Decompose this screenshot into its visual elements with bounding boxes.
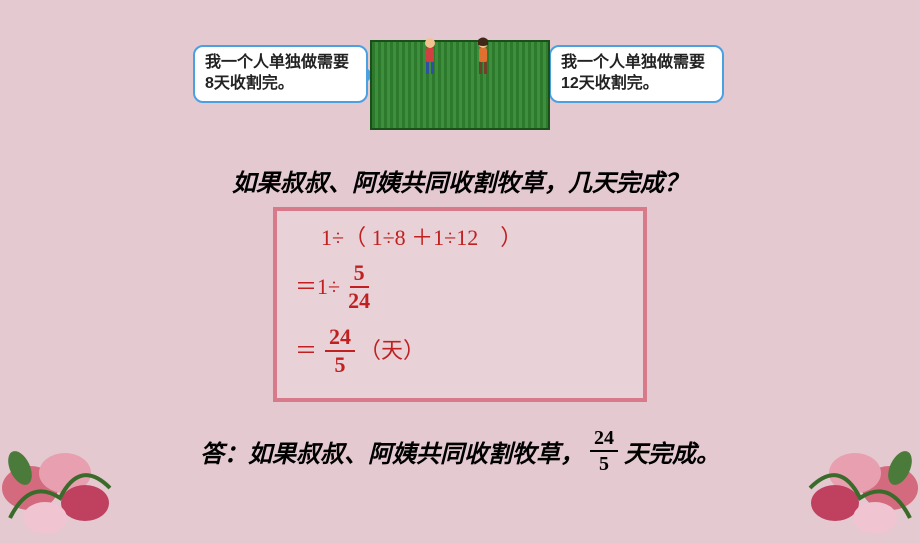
answer-fraction: 24 5 [590,428,618,474]
grass-field [370,40,550,130]
uncle-figure [421,37,439,77]
question-text: 如果叔叔、阿姨共同收割牧草，几天完成？ [0,163,920,198]
flower-decoration-left [0,418,130,538]
aunt-figure [474,37,492,77]
fraction-5-24: 5 24 [344,262,374,312]
calculation-box: 1÷（ 1÷8 ＋1÷12 ） ＝1÷ 5 24 ＝ 24 5 （天） [273,207,647,402]
answer-suffix: 天完成。 [624,434,720,469]
fraction-24-5: 24 5 [325,326,355,376]
frac-numerator: 24 [325,326,355,352]
calc-line-3: ＝ 24 5 （天） [295,321,625,381]
calc-line-1: 1÷（ 1÷8 ＋1÷12 ） [295,223,625,253]
answer-text: 答：如果叔叔、阿姨共同收割牧草， 24 5 天完成。 [0,428,920,474]
frac-denominator: 24 [344,288,374,312]
answer-prefix: 答：如果叔叔、阿姨共同收割牧草， [200,434,584,469]
frac-denominator: 5 [595,452,613,474]
equals-sign: ＝ [295,338,321,364]
frac-numerator: 24 [590,428,618,452]
calc-line-2: ＝1÷ 5 24 [295,257,625,317]
calc-line2-prefix: ＝1÷ [295,274,340,300]
illustration [255,24,665,146]
frac-numerator: 5 [350,262,369,288]
calc-expr-1: 1÷（ 1÷8 ＋1÷12 ） [321,225,522,251]
flower-decoration-right [790,418,920,538]
unit-days: （天） [359,338,425,364]
frac-denominator: 5 [331,352,350,376]
